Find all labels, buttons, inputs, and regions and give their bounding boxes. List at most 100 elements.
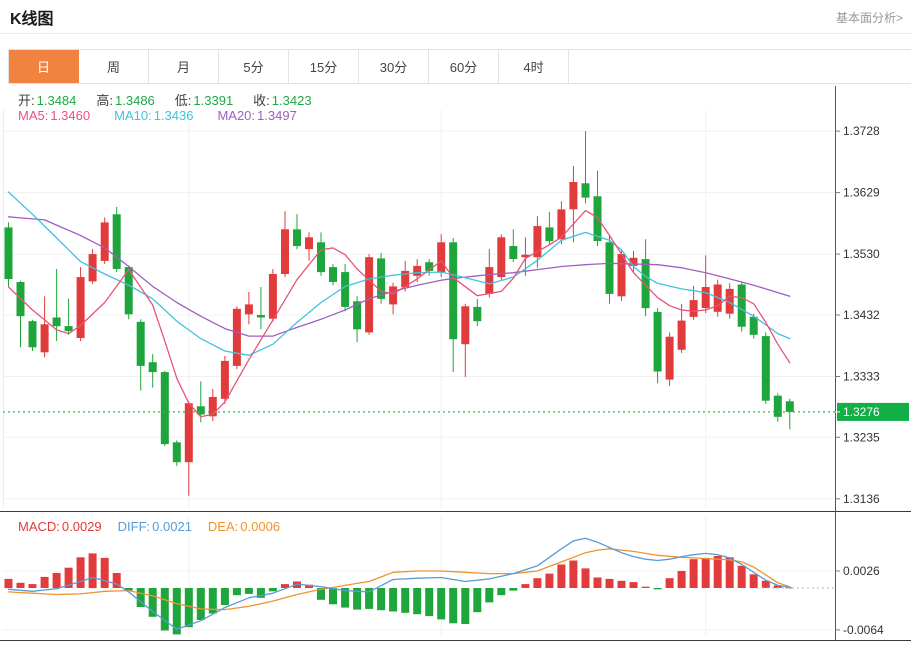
ohlc-legend: 开: 1.3484 高: 1.3486 低: 1.3391 收: 1.3423: [18, 90, 312, 109]
candle-body: [581, 183, 590, 198]
tab-day[interactable]: 日: [9, 50, 79, 83]
candle-body: [353, 301, 362, 330]
title-divider: [0, 33, 911, 34]
macd-value: MACD: 0.0029: [18, 519, 102, 534]
macd-bar: [256, 588, 265, 598]
macd-bar: [497, 588, 506, 596]
macd-bar: [232, 588, 241, 596]
macd-bar: [353, 588, 362, 610]
macd-bar: [172, 588, 181, 635]
diff-value: DIFF: 0.0021: [117, 519, 192, 534]
macd-axis-label: -0.0064: [843, 623, 884, 637]
tab-60min[interactable]: 60分: [429, 50, 499, 83]
macd-bar: [713, 556, 722, 588]
candle-body: [425, 262, 434, 271]
macd-bar: [425, 588, 434, 617]
candle-body: [329, 267, 337, 282]
macd-bar: [509, 588, 518, 591]
ohlc-high: 高: 1.3486: [96, 93, 155, 108]
macd-bar: [665, 578, 674, 588]
candle-body: [449, 242, 458, 340]
macd-bar: [40, 576, 49, 588]
macd-bar: [449, 588, 458, 624]
macd-bar: [220, 588, 229, 605]
candle-body: [52, 317, 61, 327]
macd-bar: [557, 564, 566, 588]
current-price-badge-label: 1.3276: [843, 405, 880, 419]
macd-bar: [761, 580, 770, 588]
candle-body: [64, 326, 73, 332]
candle-body: [665, 336, 674, 380]
macd-bar: [437, 588, 446, 620]
price-axis-label: 1.3629: [843, 186, 880, 200]
candle-body: [485, 267, 494, 294]
macd-bar: [52, 573, 61, 588]
candle-body: [208, 397, 217, 417]
macd-bar: [64, 567, 73, 588]
candle-body: [497, 237, 506, 278]
candlestick-series: [4, 131, 794, 496]
macd-bar: [88, 553, 97, 589]
macd-bar: [136, 588, 145, 607]
candle-body: [749, 316, 758, 335]
macd-bar: [461, 588, 470, 624]
ma10-legend: MA10: 1.3436: [114, 108, 194, 123]
macd-bar: [100, 557, 109, 588]
candle-body: [112, 214, 121, 269]
macd-bar: [413, 588, 422, 615]
candle-body: [317, 242, 325, 273]
dea-line: [7, 548, 791, 611]
candle-body: [413, 265, 422, 276]
macd-bar: [268, 588, 277, 592]
ma10-line: [7, 191, 791, 356]
macd-axis-label: 0.0026: [843, 564, 880, 578]
candle-body: [281, 229, 289, 274]
tab-30min[interactable]: 30分: [359, 50, 429, 83]
ma5-line: [7, 209, 791, 418]
candle-body: [172, 442, 181, 463]
candle-body: [653, 311, 662, 372]
price-badge-box: [837, 402, 909, 421]
price-axis-label: 1.3235: [843, 430, 880, 444]
candle-body: [160, 372, 169, 445]
candle-body: [629, 257, 638, 266]
ohlc-low: 低: 1.3391: [174, 93, 234, 108]
axis: 1.3728 1.3629 1.3530 1.3432 1.3333 1.3235 1.31…: [0, 86, 911, 641]
candle-body: [761, 336, 770, 401]
candle-body: [737, 284, 746, 327]
candle-body: [124, 267, 133, 315]
macd-bar: [148, 588, 157, 617]
tab-5min[interactable]: 5分: [219, 50, 289, 83]
macd-bar: [725, 557, 734, 588]
candle-body: [461, 306, 470, 345]
macd-bar: [365, 588, 374, 609]
period-tabs: 日周月 5分 15分 30分 60分 4时: [8, 49, 911, 84]
macd-bar: [629, 582, 638, 588]
current-price-badge: 1.3276: [835, 402, 909, 421]
macd-bar: [208, 588, 217, 614]
macd-bar: [749, 574, 758, 588]
tab-month[interactable]: 月: [149, 50, 219, 83]
macd-bar: [617, 580, 626, 588]
macd-bar: [773, 585, 782, 588]
tab-week[interactable]: 周: [79, 50, 149, 83]
candle-body: [293, 229, 301, 247]
candle-body: [4, 227, 13, 279]
page-title: K线图: [10, 11, 54, 28]
candle-body: [232, 308, 241, 366]
candle-body: [28, 321, 37, 348]
fundamental-analysis-link[interactable]: 基本面分析>: [835, 11, 903, 25]
candle-body: [473, 306, 482, 322]
macd-bar: [653, 588, 662, 590]
tab-4hour[interactable]: 4时: [499, 50, 569, 83]
tab-15min[interactable]: 15分: [289, 50, 359, 83]
candle-body: [268, 274, 277, 319]
candle-body: [40, 324, 49, 353]
macd-bar: [605, 578, 614, 589]
macd-bar: [28, 584, 37, 588]
candle-body: [220, 360, 229, 399]
candle-body: [533, 226, 542, 258]
diff-line: [7, 537, 791, 630]
macd-bar: [737, 565, 746, 588]
